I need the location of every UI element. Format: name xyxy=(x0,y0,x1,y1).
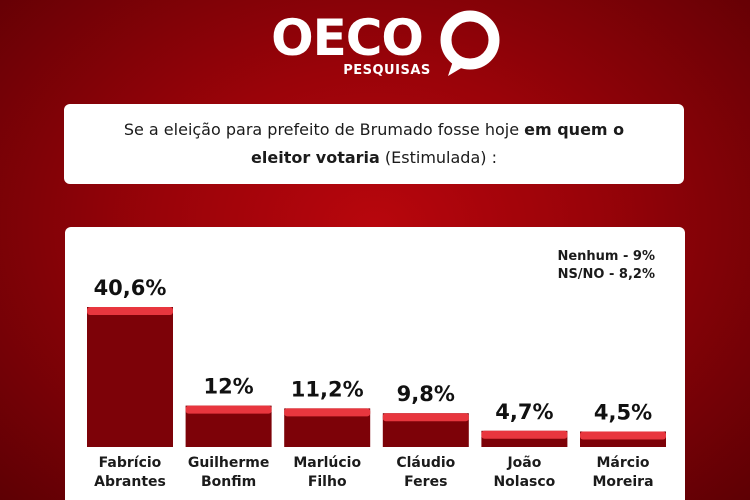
category-label-1-line-2: Abrantes xyxy=(94,474,166,490)
category-label-4-line-2: Feres xyxy=(404,474,447,490)
question-part2: (Estimulada) : xyxy=(379,148,497,167)
category-label-1-line-1: Fabrício xyxy=(99,455,162,471)
data-label-2: 12% xyxy=(203,375,253,399)
data-label-6: 4,5% xyxy=(594,400,652,424)
category-label-3-line-1: Marlúcio xyxy=(293,455,361,471)
category-label-6-line-1: Márcio xyxy=(597,455,650,471)
category-label-2-line-1: Guilherme xyxy=(188,455,270,471)
bar-1 xyxy=(87,307,173,447)
chart-panel: Nenhum - 9% NS/NO - 8,2% 40,6% Fabrício Ab… xyxy=(65,227,685,500)
bar-top-6 xyxy=(580,431,666,440)
bar-top-3 xyxy=(284,408,371,417)
question-part1: Se a eleição para prefeito de Brumado fo… xyxy=(123,120,525,139)
bar-top-4 xyxy=(382,413,469,422)
category-label-6-line-2: Moreira xyxy=(592,474,653,490)
chat-bubble-logo-icon xyxy=(440,10,500,76)
bar-top-5 xyxy=(481,430,568,439)
bar-chart: 40,6% Fabrício Abrantes 12% Guilherme Bonfim 1… xyxy=(87,276,666,490)
category-label-4-line-1: Cláudio xyxy=(396,455,455,471)
bar-top-2 xyxy=(185,405,272,414)
bar-top-1 xyxy=(87,307,173,315)
note-nsno: NS/NO - 8,2% xyxy=(557,267,655,282)
question-box: Se a eleição para prefeito de Brumado fo… xyxy=(64,104,684,184)
brand-name: OECO xyxy=(271,9,424,67)
brand-subtitle: PESQUISAS xyxy=(343,63,431,78)
category-label-5-line-1: João xyxy=(506,455,541,471)
category-label-3-line-2: Filho xyxy=(308,474,347,490)
data-label-4: 9,8% xyxy=(397,382,455,406)
brand-logo: OECO PESQUISAS xyxy=(0,10,750,80)
note-nenhum: Nenhum - 9% xyxy=(557,249,655,264)
question-bold: em quem o eleitor votaria xyxy=(251,120,625,167)
data-label-3: 11,2% xyxy=(291,377,364,401)
data-label-1: 40,6% xyxy=(94,276,167,300)
category-label-5-line-2: Nolasco xyxy=(493,474,555,490)
data-label-5: 4,7% xyxy=(495,400,553,424)
question-text: Se a eleição para prefeito de Brumado fo… xyxy=(94,116,654,172)
category-label-2-line-2: Bonfim xyxy=(201,474,256,490)
